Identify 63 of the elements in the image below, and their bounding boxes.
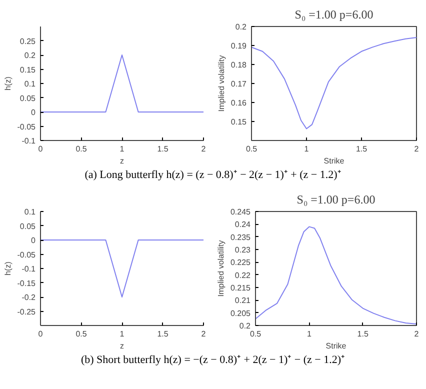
y-tick-label: 0.21: [234, 296, 252, 306]
x-tick-label: 0: [38, 144, 44, 154]
x-tick-label: 2: [414, 330, 420, 338]
x-tick-label: 2: [201, 144, 206, 154]
y-tick-label: 0.22: [234, 270, 252, 280]
y-tick-label: 0.205: [230, 308, 252, 318]
y-tick-label: 0: [31, 108, 36, 117]
text: (b) Short butterfly h(z) = −(z − 0.8)⁺ + 2(z − 1)⁺ − (z − 1.2)⁺: [80, 353, 346, 367]
x-tick-label: 0.5: [76, 144, 88, 154]
y-tick-label: 0.05: [20, 94, 36, 103]
y-axis-title: h(z): [3, 76, 12, 90]
y-tick-label: 0.2: [235, 22, 248, 32]
y-tick-label: 0.2: [239, 322, 252, 330]
y-tick-label: 0.16: [230, 98, 248, 108]
x-tick-label: 1.5: [356, 144, 368, 154]
y-tick-label: 0.225: [230, 258, 252, 268]
y-tick-label: 0.18: [230, 60, 248, 70]
y-tick-label: 0.245: [230, 208, 252, 216]
x-tick-label: 1: [304, 144, 310, 154]
chart-title: S₀ =1.00 p=6.00: [294, 8, 374, 22]
y-tick-label: 0.1: [24, 80, 36, 88]
y-tick-label: 0.17: [230, 80, 248, 88]
y-tick-label: -0.05: [17, 250, 36, 260]
y-axis-title: Implied volatility: [216, 240, 226, 297]
x-tick-label: 0.5: [76, 330, 88, 338]
x-tick-label: 1.5: [157, 144, 169, 154]
x-tick-label: 1.5: [157, 330, 169, 338]
y-tick-label: 0.15: [230, 118, 248, 126]
y-tick-label: -0.2: [22, 293, 36, 302]
y-tick-label: 0: [31, 236, 36, 245]
y-tick-label: 0.2: [24, 51, 36, 60]
chart-title: S₀ =1.00 p=6.00: [296, 192, 376, 206]
y-tick-label: 0.235: [230, 232, 252, 242]
y-tick-label: 0.24: [234, 220, 252, 230]
y-tick-label: 0.25: [20, 36, 36, 46]
x-tick-label: 2: [414, 144, 420, 154]
y-axis-title: Implied volatility: [216, 55, 226, 112]
x-tick-label: 0.5: [250, 330, 262, 338]
text: (a) Long butterfly h(z) = (z − 0.8)⁺ − 2(z − 1)⁺ + (z − 1.2)⁺: [84, 168, 342, 182]
x-axis-title: z: [120, 156, 124, 166]
x-tick-label: 0: [38, 330, 44, 338]
y-axis-title: h(z): [3, 261, 12, 276]
x-tick-label: 1.5: [357, 330, 369, 338]
y-tick-label: -0.15: [17, 278, 36, 288]
x-axis-title: z: [120, 342, 124, 350]
y-tick-label: -0.1: [22, 264, 36, 274]
x-tick-label: 1: [306, 330, 312, 338]
x-tick-label: 0.5: [246, 144, 258, 154]
x-tick-label: 2: [201, 330, 206, 338]
x-tick-label: 1: [120, 144, 125, 154]
y-tick-label: 0.23: [234, 246, 252, 254]
y-tick-label: 0.15: [20, 65, 36, 74]
y-tick-label: 0.1: [24, 208, 36, 216]
y-tick-label: 0.19: [230, 42, 248, 50]
y-tick-label: -0.1: [22, 136, 36, 146]
x-axis-title: Strike: [326, 342, 347, 350]
y-tick-label: 0.215: [230, 284, 252, 292]
y-tick-label: -0.05: [17, 122, 36, 132]
x-tick-label: 1: [120, 330, 125, 338]
x-axis-title: Strike: [324, 156, 345, 166]
y-tick-label: -0.25: [17, 307, 36, 316]
line-series: [252, 37, 416, 130]
y-tick-label: 0.05: [20, 222, 36, 231]
